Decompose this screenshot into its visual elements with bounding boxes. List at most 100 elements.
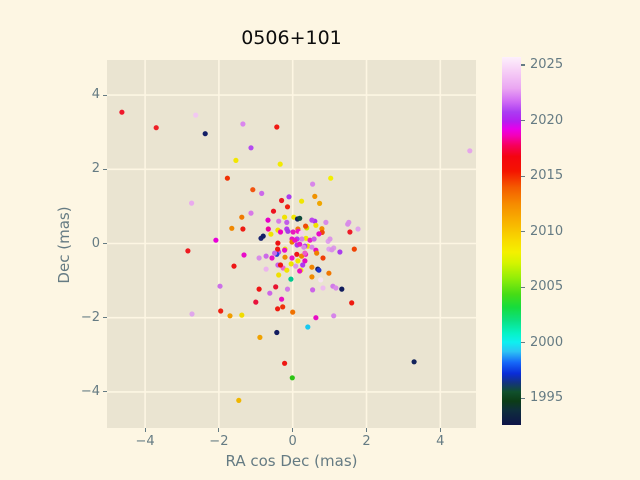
x-tick-label: −4: [135, 434, 155, 449]
y-tick-mark: [103, 391, 107, 393]
scatter-point: [213, 237, 219, 243]
colorbar-tick-mark: [521, 342, 525, 344]
x-tick-label: −2: [209, 434, 229, 449]
scatter-point: [229, 225, 235, 231]
x-tick-mark: [292, 428, 294, 432]
y-tick-label: 0: [91, 235, 100, 251]
scatter-point: [320, 285, 326, 291]
scatter-point: [316, 231, 322, 237]
scatter-point: [289, 375, 295, 381]
scatter-point: [355, 226, 361, 232]
scatter-point: [284, 267, 290, 273]
colorbar-tick-label: 1995: [530, 390, 564, 406]
scatter-point: [260, 233, 266, 239]
scatter-point: [227, 313, 233, 319]
scatter-point: [305, 324, 311, 330]
scatter-point: [309, 217, 315, 223]
scatter-point: [302, 250, 308, 256]
scatter-point: [263, 266, 269, 272]
scatter-point: [318, 277, 324, 283]
scatter-point: [293, 263, 299, 269]
scatter-point: [282, 214, 288, 220]
scatter-point: [256, 286, 262, 292]
scatter-point: [288, 276, 294, 282]
scatter-point: [320, 255, 326, 261]
scatter-point: [276, 272, 282, 278]
scatter-point: [314, 250, 320, 256]
scatter-point: [267, 290, 273, 296]
x-tick-mark: [439, 428, 441, 432]
scatter-point: [299, 236, 305, 242]
y-tick-label: 2: [91, 161, 100, 177]
colorbar-tick-label: 2005: [530, 279, 564, 295]
scatter-point: [349, 300, 355, 306]
scatter-point: [307, 237, 313, 243]
scatter-point: [253, 299, 259, 305]
scatter-point: [300, 262, 306, 268]
scatter-point: [265, 217, 271, 223]
scatter-point: [290, 309, 296, 315]
scatter-point: [312, 193, 318, 199]
scatter-point: [277, 262, 284, 268]
colorbar-tick-mark: [521, 397, 525, 399]
plot-title: 0506+101: [241, 27, 342, 49]
scatter-point: [269, 255, 275, 261]
scatter-point: [119, 109, 125, 115]
x-tick-mark: [218, 428, 220, 432]
scatter-point: [277, 161, 283, 167]
y-tick-mark: [103, 94, 107, 96]
colorbar-tick-mark: [521, 286, 525, 288]
scatter-point: [411, 359, 417, 365]
scatter-point: [310, 181, 316, 187]
scatter-point: [295, 258, 301, 264]
scatter-point: [298, 230, 304, 236]
colorbar-tick-label: 2000: [530, 334, 564, 350]
scatter-point: [299, 253, 305, 259]
scatter-point: [275, 246, 281, 252]
scatter-point: [259, 190, 265, 196]
scatter-point: [301, 244, 307, 250]
scatter-point: [309, 264, 315, 270]
scatter-point: [248, 145, 254, 151]
colorbar-tick-mark: [521, 175, 525, 177]
scatter-point: [218, 308, 224, 314]
scatter-point: [326, 270, 332, 276]
colorbar-tick-mark: [521, 64, 525, 66]
scatter-point: [290, 229, 296, 235]
scatter-point: [275, 306, 281, 312]
colorbar-tick-label: 2010: [530, 223, 564, 239]
scatter-point: [239, 312, 245, 318]
y-axis-label: Dec (mas): [55, 206, 73, 284]
scatter-point: [284, 286, 291, 292]
scatter-point: [279, 197, 285, 204]
scatter-point: [303, 235, 309, 241]
colorbar-tick-mark: [521, 231, 525, 233]
scatter-point: [231, 263, 237, 269]
scatter-point: [185, 248, 191, 254]
scatter-point: [313, 315, 319, 321]
scatter-point: [297, 241, 303, 247]
y-tick-mark: [103, 242, 107, 245]
scatter-point: [311, 236, 317, 242]
scatter-point: [297, 268, 303, 274]
y-tick-label: −2: [80, 309, 100, 325]
scatter-point: [193, 112, 199, 118]
scatter-point: [284, 204, 291, 210]
scatter-point: [284, 219, 290, 225]
scatter-point: [233, 157, 239, 163]
scatter-point: [282, 247, 288, 253]
x-tick-label: 4: [436, 434, 445, 449]
y-tick-mark: [103, 168, 107, 170]
scatter-point: [202, 131, 208, 137]
scatter-point: [328, 175, 334, 181]
scatter-point: [250, 187, 256, 193]
scatter-point: [339, 286, 345, 292]
scatter-point: [310, 287, 316, 293]
scatter-point: [329, 247, 335, 253]
scatter-point: [270, 208, 277, 214]
scatter-point: [288, 261, 294, 267]
scatter-point: [282, 360, 288, 366]
scatter-point: [263, 253, 269, 259]
x-axis-label: RA cos Dec (mas): [225, 452, 358, 470]
